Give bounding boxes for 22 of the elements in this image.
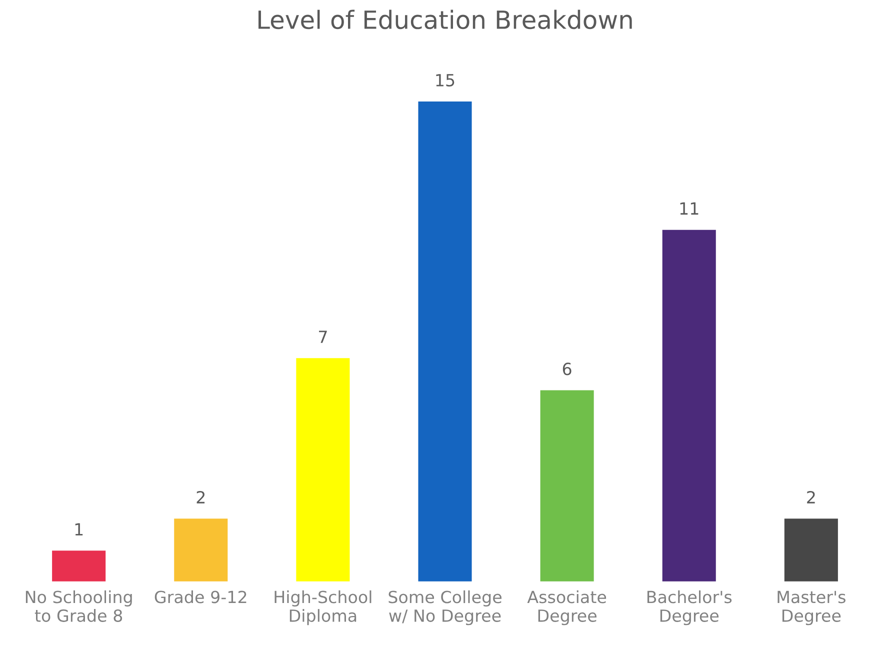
bar xyxy=(783,517,840,582)
bar xyxy=(172,517,230,582)
bar xyxy=(294,356,352,582)
x-tick-label: High-School Diploma xyxy=(274,590,372,626)
bar xyxy=(416,100,474,582)
x-tick-label: Master's Degree xyxy=(778,590,846,626)
data-label: 11 xyxy=(680,202,698,215)
bar xyxy=(660,228,718,582)
chart-title: Level of Education Breakdown xyxy=(258,10,632,30)
bar xyxy=(538,388,596,582)
data-label: 7 xyxy=(319,330,327,343)
bar xyxy=(50,549,107,582)
x-tick-label: No Schooling to Grade 8 xyxy=(26,590,132,622)
data-label: 6 xyxy=(562,362,572,376)
x-tick-label: Associate Degree xyxy=(527,590,606,626)
data-label: 1 xyxy=(75,523,83,536)
x-tick-label: Some College w/ No Degree xyxy=(388,590,502,626)
x-tick-label: Grade 9-12 xyxy=(154,590,246,604)
data-label: 2 xyxy=(196,490,205,504)
x-tick-label: Bachelor's Degree xyxy=(647,590,732,626)
data-label: 15 xyxy=(436,74,454,86)
data-label: 2 xyxy=(807,490,815,504)
